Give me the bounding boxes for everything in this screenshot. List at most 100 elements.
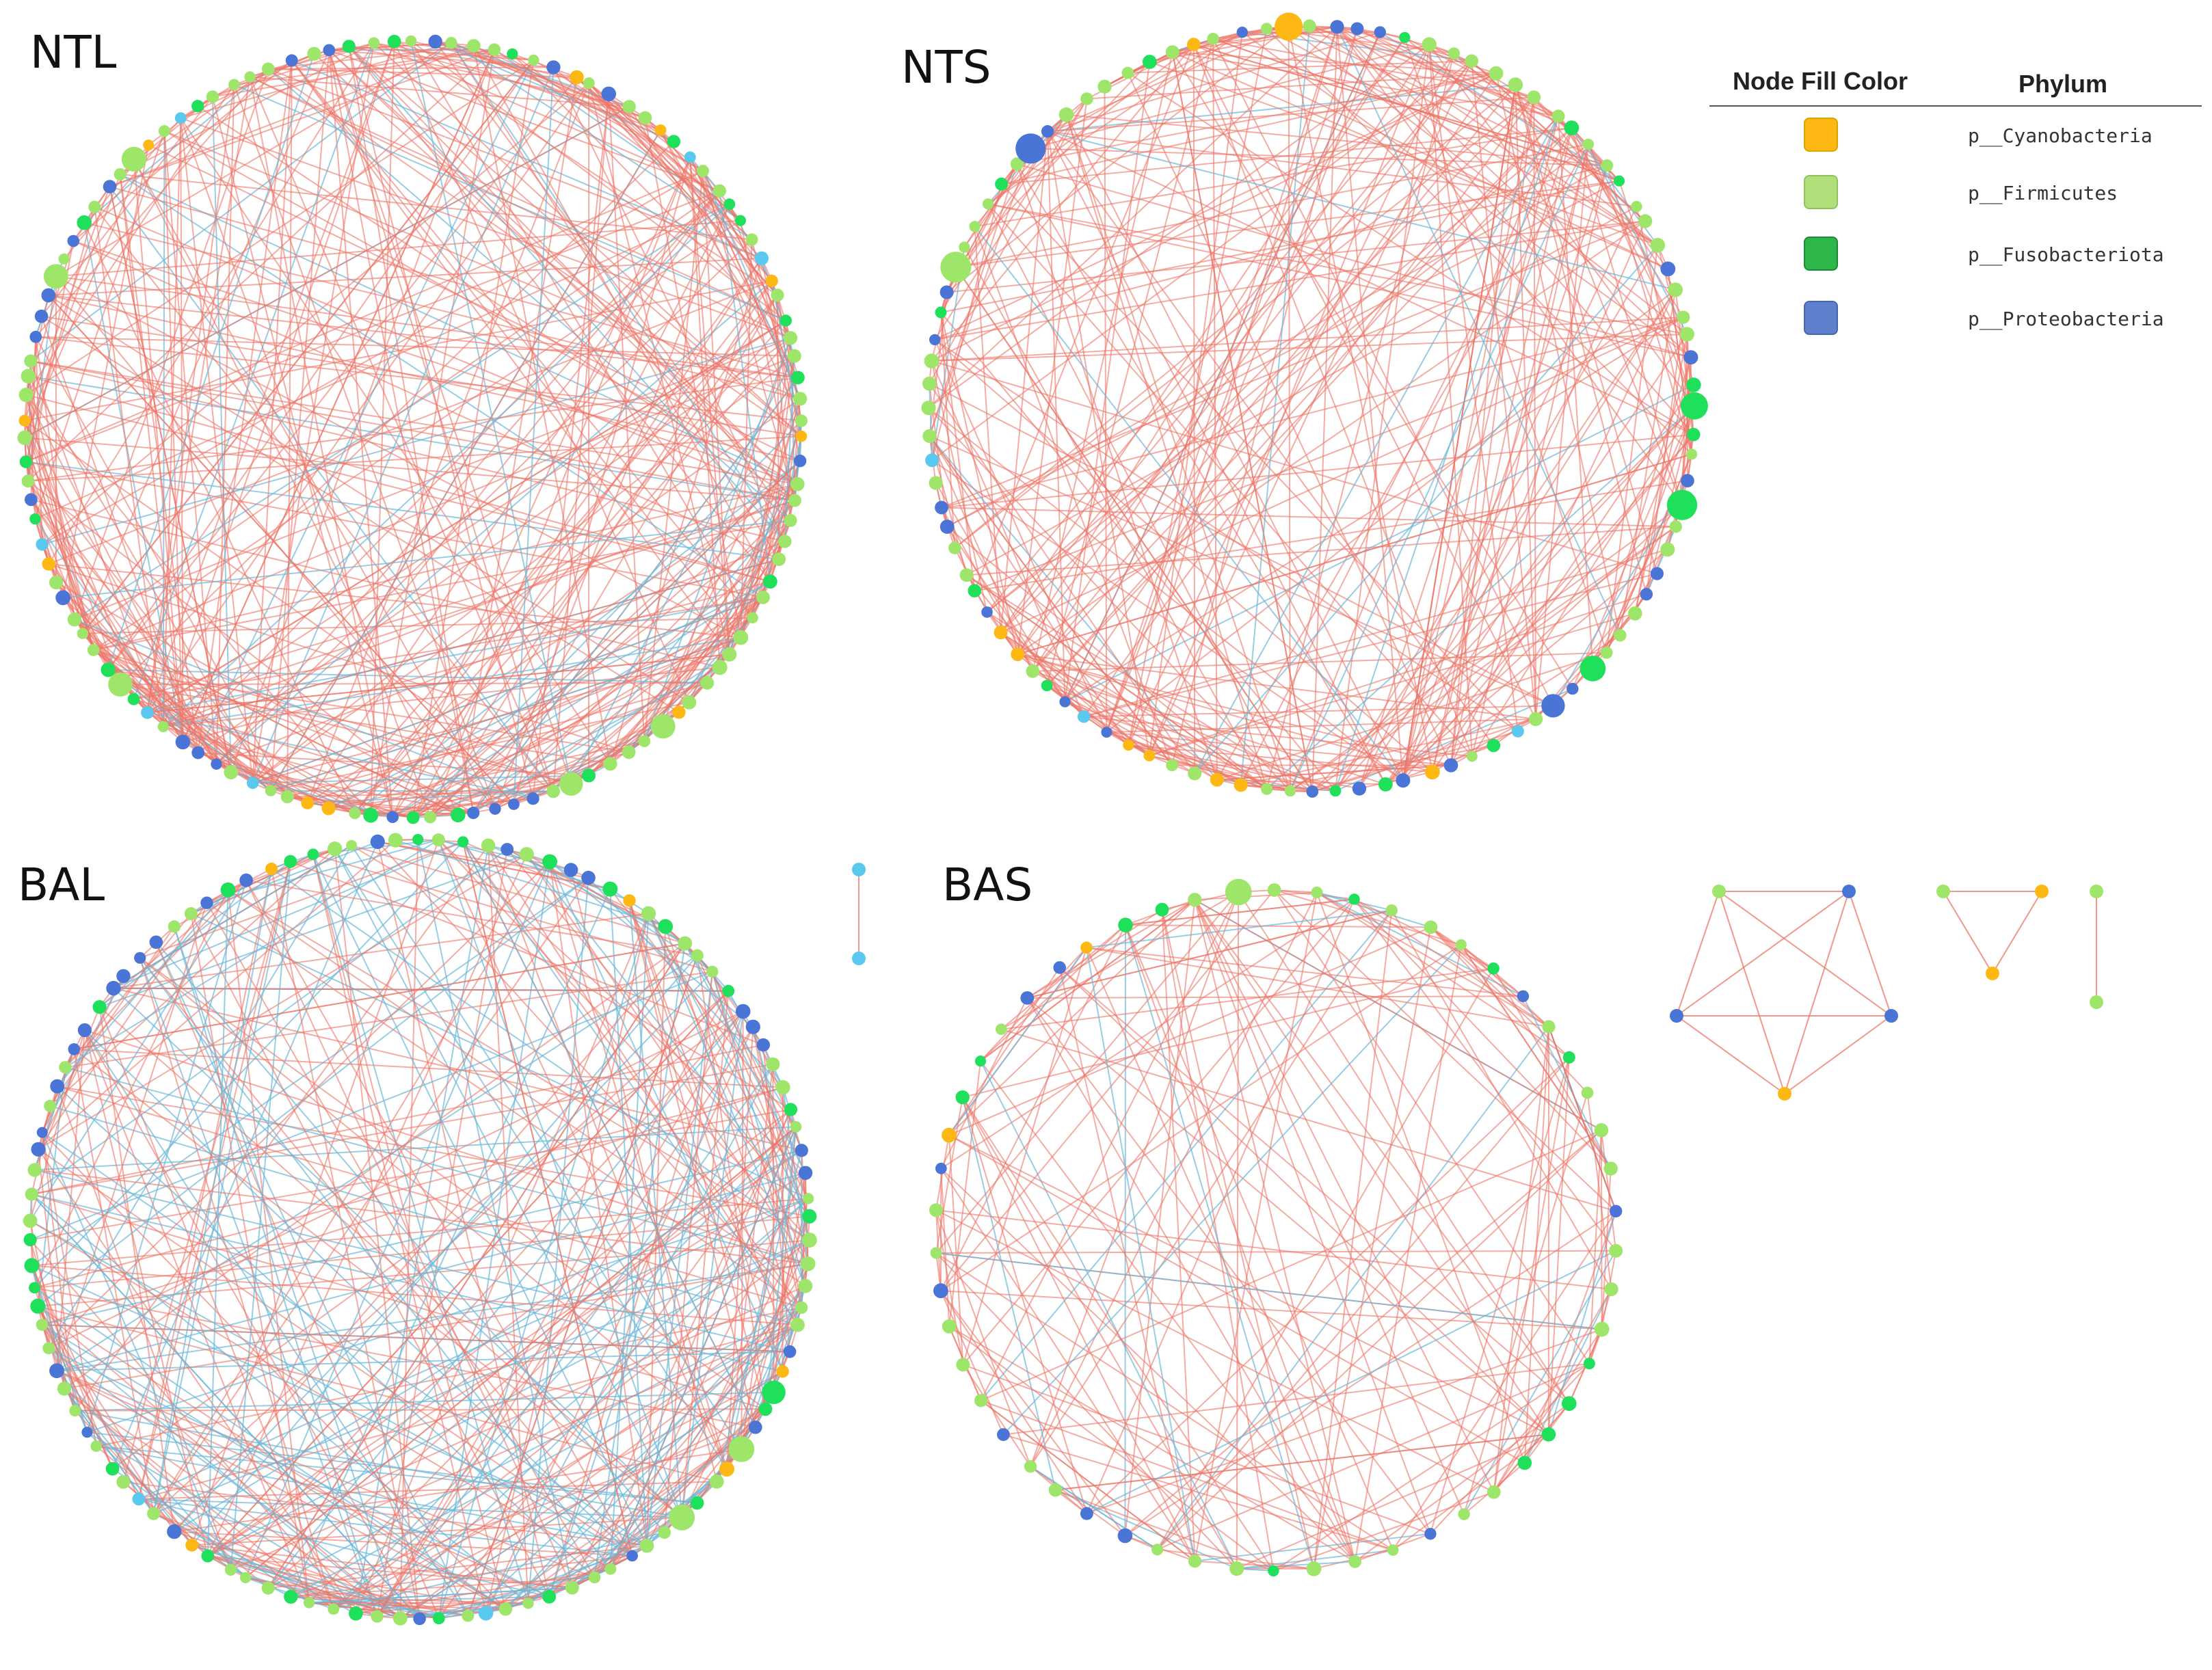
positive-edge: [1784, 891, 1850, 1094]
positive-edge: [34, 1086, 784, 1289]
positive-edge: [711, 971, 810, 1199]
positive-edge: [548, 1307, 803, 1598]
negative-edge: [354, 460, 801, 814]
positive-edge: [215, 84, 235, 764]
positive-edge: [107, 669, 393, 818]
positive-edge: [25, 206, 96, 462]
node-fusobacteriota: [1041, 679, 1053, 692]
node: [1884, 1009, 1898, 1023]
positive-edge: [1026, 899, 1195, 999]
negative-edge: [1048, 84, 1516, 133]
positive-edge: [120, 42, 375, 175]
positive-edge: [934, 98, 1088, 340]
positive-edge: [1127, 72, 1694, 435]
positive-edge: [1030, 892, 1318, 1467]
positive-edge: [56, 1370, 595, 1578]
node-firmicutes: [697, 165, 709, 178]
node-firmicutes: [638, 735, 651, 748]
positive-edge: [1194, 899, 1602, 1131]
positive-edge: [1493, 1057, 1570, 1492]
node-proteobacteria: [563, 863, 578, 877]
positive-edge: [48, 861, 550, 1349]
node-firmicutes: [650, 714, 676, 739]
positive-edge: [328, 775, 589, 809]
node-cyanobacteria: [1143, 749, 1156, 762]
negative-edge: [1086, 909, 1392, 949]
node-proteobacteria: [386, 811, 399, 823]
positive-edge: [174, 848, 336, 928]
positive-edge: [1106, 26, 1338, 733]
positive-edge: [941, 220, 1646, 509]
node-firmicutes: [795, 1302, 808, 1314]
negative-edge: [155, 941, 469, 1617]
node-firmicutes: [1165, 45, 1180, 59]
node-firmicutes: [801, 1233, 817, 1248]
node-firmicutes: [59, 1061, 72, 1074]
positive-edge: [250, 76, 630, 108]
positive-edge: [434, 41, 791, 521]
positive-edge: [1064, 62, 1151, 702]
negative-edge: [197, 59, 535, 753]
node-firmicutes: [604, 1563, 617, 1575]
positive-edge: [1471, 60, 1646, 222]
node-firmicutes: [1010, 157, 1024, 171]
node-proteobacteria: [1374, 26, 1387, 38]
node-firmicutes: [1638, 214, 1653, 228]
positive-edge: [1149, 593, 1647, 757]
legend-item-fusobacteriota: p__Fusobacteriota: [1709, 237, 2202, 275]
node-proteobacteria: [581, 870, 596, 885]
positive-edge: [37, 1306, 401, 1619]
positive-edge: [987, 203, 1291, 792]
node-firmicutes: [261, 62, 275, 76]
positive-edge: [462, 841, 666, 928]
positive-edge: [1047, 131, 1387, 785]
positive-edge: [349, 45, 534, 61]
positive-edge: [1086, 1057, 1570, 1514]
positive-edge: [941, 507, 1676, 528]
positive-edge: [56, 1029, 85, 1371]
node-fusobacteriota: [722, 984, 735, 997]
positive-edge: [726, 1064, 774, 1470]
node-proteobacteria: [1517, 990, 1530, 1003]
positive-edge: [56, 1370, 506, 1610]
node-proteobacteria: [1350, 22, 1364, 36]
negative-edge: [395, 839, 666, 928]
node-fusobacteriota: [284, 1589, 298, 1604]
node-firmicutes: [265, 785, 277, 796]
node-firmicutes: [1466, 751, 1478, 762]
positive-edge: [206, 868, 272, 904]
positive-edge: [980, 891, 1240, 1401]
node-firmicutes: [1188, 1554, 1202, 1568]
panel-label-bas: BAS: [942, 859, 1033, 911]
node-firmicutes: [706, 965, 719, 978]
positive-edge: [1124, 900, 1196, 1536]
node-firmicutes: [87, 644, 100, 656]
negative-edge: [173, 926, 401, 1619]
positive-edge: [974, 317, 1684, 592]
positive-edge: [986, 611, 1150, 757]
node-firmicutes: [1448, 47, 1461, 59]
node-proteobacteria: [323, 44, 336, 57]
positive-edge: [663, 971, 713, 1533]
positive-edge: [290, 861, 764, 1046]
positive-edge: [931, 60, 1472, 461]
positive-edge: [940, 180, 1620, 313]
node-firmicutes: [17, 430, 32, 446]
node-fusobacteriota: [1541, 1427, 1556, 1442]
node-firmicutes: [44, 1099, 57, 1112]
positive-edge: [485, 1427, 756, 1614]
node-proteobacteria: [467, 807, 480, 820]
positive-edge: [1000, 317, 1684, 634]
positive-edge: [934, 165, 1608, 340]
positive-edge: [94, 206, 795, 502]
negative-edge: [702, 170, 801, 399]
positive-edge: [291, 1554, 632, 1598]
node-firmicutes: [1581, 1086, 1594, 1099]
node-firmicutes: [1387, 1544, 1399, 1556]
positive-edge: [1000, 131, 1049, 633]
positive-edge: [212, 49, 495, 98]
positive-edge: [1212, 38, 1218, 780]
node-firmicutes: [405, 35, 417, 47]
node-firmicutes: [18, 388, 34, 403]
positive-edge: [1194, 899, 1431, 1535]
